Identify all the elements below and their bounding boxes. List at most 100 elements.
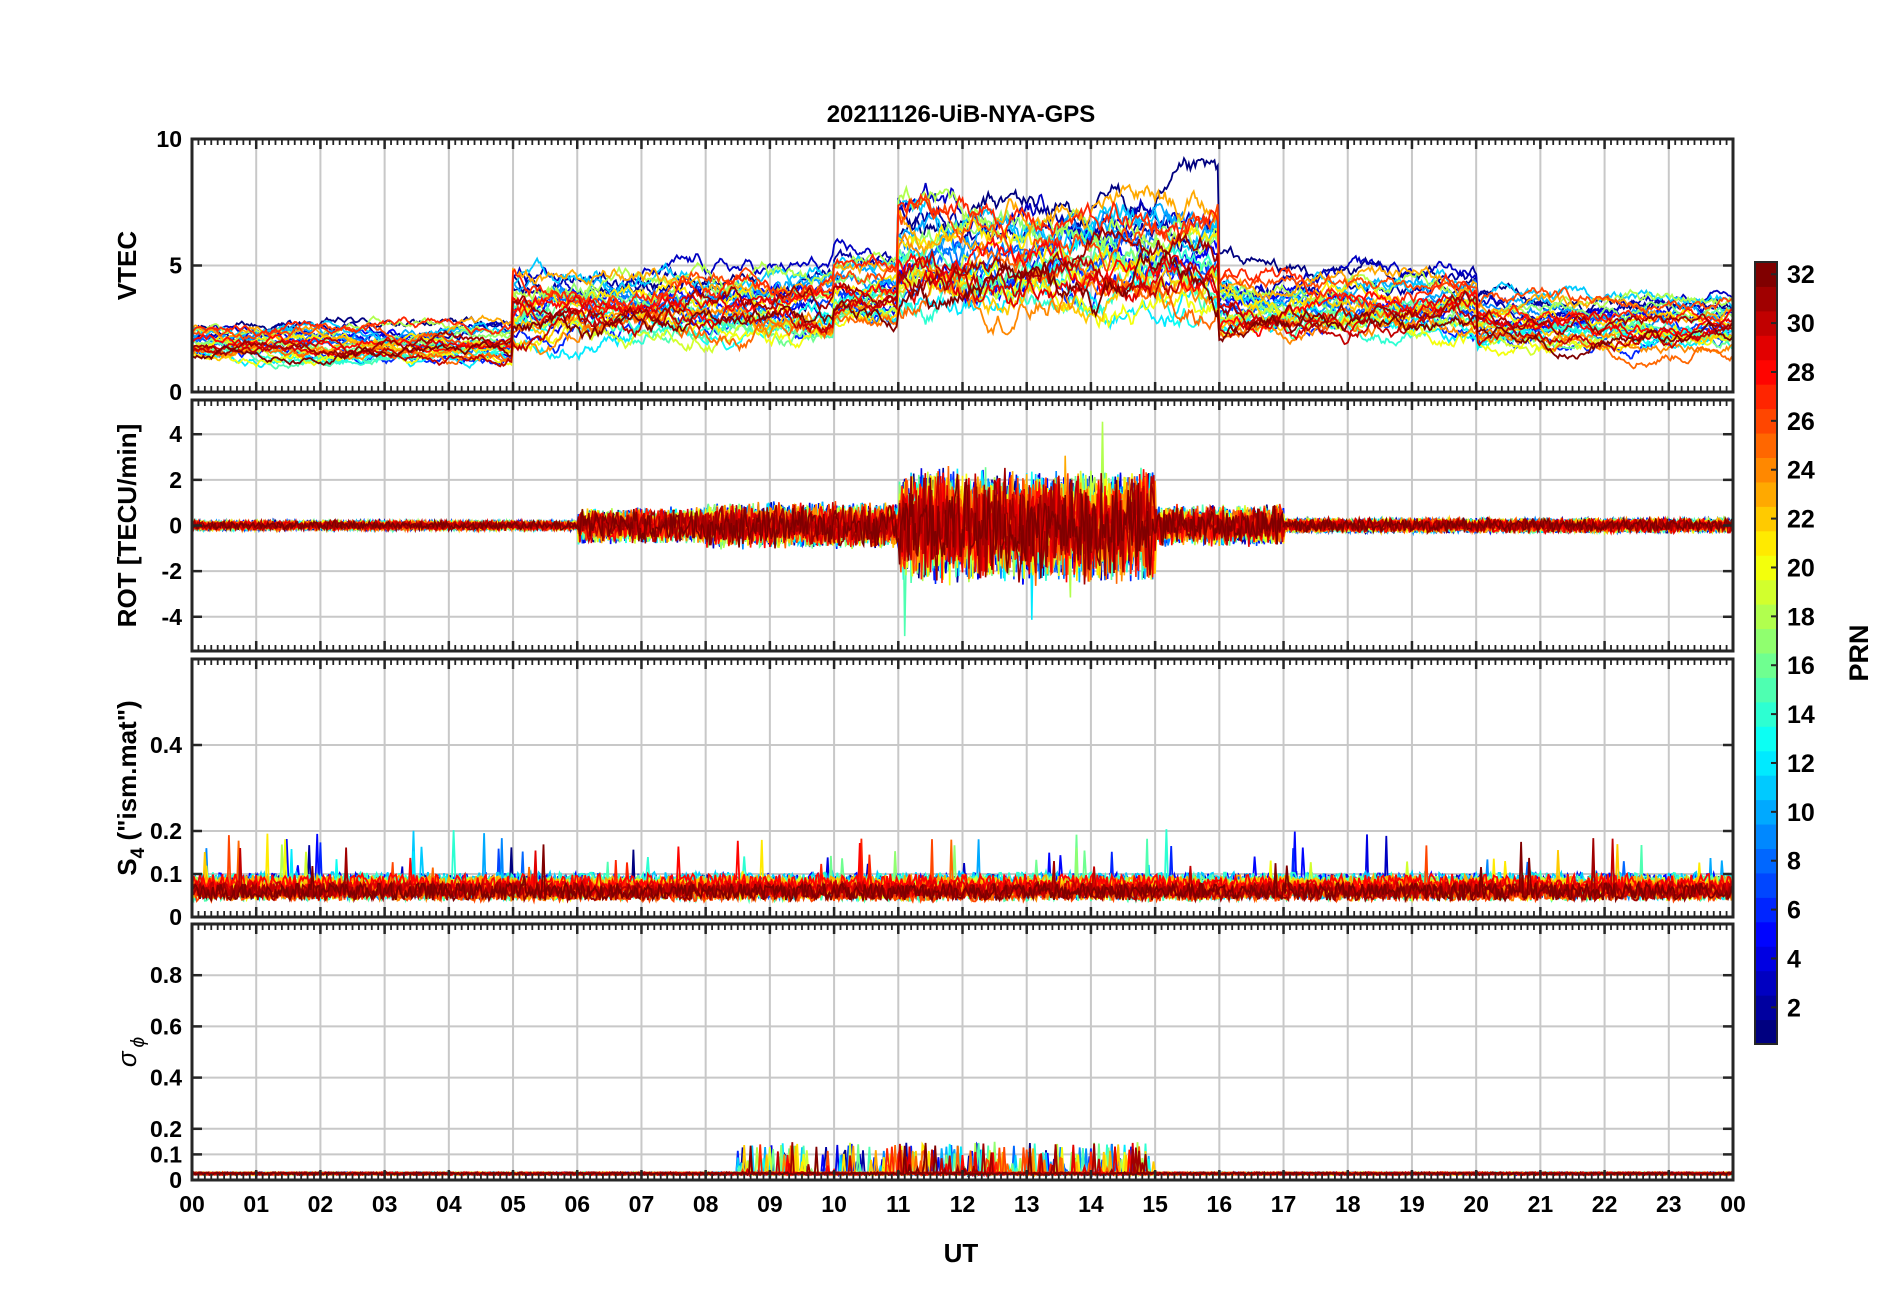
colorbar-band [1755,335,1777,361]
colorbar-band [1755,897,1777,923]
vtec-y-tick-label: 0 [169,379,182,405]
x-tick-label: 14 [1078,1191,1104,1217]
vtec-series-prn [192,249,1733,366]
sigma-y-tick-label: 0.8 [150,962,182,988]
colorbar-band [1755,701,1777,727]
sigma-y-tick-label: 0 [169,1167,182,1193]
sigma-y-tick-label: 0.4 [150,1065,182,1091]
x-tick-label: 16 [1207,1191,1233,1217]
vtec-series-group [192,156,1733,370]
rot-series-prn [192,473,1733,579]
x-tick-label: 03 [372,1191,398,1217]
rot-y-tick-label: 2 [169,467,182,493]
colorbar-tick-label: 28 [1787,359,1815,387]
colorbar-tick-label: 4 [1787,945,1801,973]
sigma-y-tick-label: 0.1 [150,1141,182,1167]
colorbar-band [1755,384,1777,410]
colorbar-band [1755,775,1777,801]
colorbar-band [1755,359,1777,385]
panel-vtec: 0 5 10 VTEC [112,126,1735,405]
vtec-series-prn [192,248,1733,368]
s4-y-tick-label: 0 [169,904,182,930]
colorbar-band [1755,1019,1777,1045]
colorbar-band [1755,946,1777,972]
x-tick-label: 19 [1399,1191,1425,1217]
colorbar-band [1755,286,1777,312]
vtec-y-tick-label: 5 [169,253,182,279]
colorbar-tick-label: 16 [1787,652,1815,680]
x-axis-label: UT [944,1238,979,1268]
sigma-y-tick-label: 0.2 [150,1116,182,1142]
colorbar-band [1755,726,1777,752]
sigma-y-axis-label: σϕ [112,1037,149,1067]
panel-s4: 0 0.1 0.2 0.4S4 ("ism.mat") [112,657,1735,930]
colorbar-band [1755,310,1777,336]
x-tick-label: 06 [564,1191,590,1217]
rot-y-tick-label: -2 [162,558,182,584]
colorbar-band [1755,433,1777,458]
colorbar-band [1755,262,1777,287]
x-tick-label: 10 [821,1191,847,1217]
x-tick-label: 22 [1592,1191,1618,1217]
vtec-y-tick-label: 10 [156,126,182,152]
colorbar-tick-label: 6 [1787,897,1801,925]
s4-y-tick-label: 0.4 [150,732,182,758]
colorbar-tick-label: 12 [1787,750,1815,778]
colorbar-band [1755,579,1777,605]
s4-series-prn [192,838,1733,904]
x-tick-label: 11 [886,1191,911,1217]
colorbar-band [1755,995,1777,1021]
rot-y-axis-label: ROT [TECU/min] [112,424,142,628]
chart-title: 20211126-UiB-NYA-GPS [827,101,1096,128]
colorbar-tick-label: 10 [1787,799,1815,827]
colorbar-tick-label: 8 [1787,848,1801,876]
vtec-y-axis-label: VTEC [112,231,142,301]
x-tick-label: 09 [757,1191,783,1217]
x-tick-label: 15 [1142,1191,1168,1217]
colorbar-band [1755,750,1777,776]
colorbar-band [1755,824,1777,849]
s4-series-prn [192,841,1733,904]
colorbar-band [1755,653,1777,678]
colorbar-band [1755,677,1777,703]
x-tick-label: 04 [436,1191,462,1217]
panel-sigma: 00.10.2 0.4 0.6 0.8 σϕ [112,922,1735,1193]
colorbar-tick-label: 18 [1787,603,1815,631]
x-tick-label: 17 [1271,1191,1297,1217]
vtec-series-prn [192,192,1733,338]
colorbar-band [1755,872,1777,898]
colorbar-band [1755,970,1777,996]
sigma-y-tick-label: 0.6 [150,1013,182,1039]
x-tick-label: 18 [1335,1191,1361,1217]
colorbar-band [1755,506,1777,532]
colorbar-band [1755,481,1777,507]
vtec-series-prn [192,225,1733,357]
x-tick-label: 08 [693,1191,719,1217]
colorbar-tick-label: 20 [1787,554,1815,582]
colorbar-band [1755,628,1777,654]
x-tick-label: 12 [950,1191,976,1217]
x-tick-label: 01 [243,1191,269,1217]
colorbar-band [1755,457,1777,483]
x-tick-label: 20 [1463,1191,1489,1217]
colorbar-label: PRN [1844,624,1874,681]
x-tick-label: 23 [1656,1191,1682,1217]
x-tick-label: 07 [629,1191,655,1217]
s4-y-tick-label: 0.1 [150,861,182,887]
colorbar-band [1755,848,1777,874]
rot-y-tick-label: 0 [169,513,182,539]
colorbar-band [1755,555,1777,581]
s4-series-group [192,829,1733,905]
rot-y-tick-label: 4 [169,421,182,447]
colorbar-band [1755,604,1777,630]
colorbar-band [1755,530,1777,556]
panel-rot: -4 -2 0 2 4 ROT [TECU/min] [112,398,1735,653]
colorbar-tick-label: 32 [1787,261,1815,289]
x-tick-label: 00 [1720,1191,1746,1217]
colorbar-tick-label: 14 [1787,701,1815,729]
x-tick-label: 02 [308,1191,334,1217]
colorbar-band [1755,799,1777,825]
